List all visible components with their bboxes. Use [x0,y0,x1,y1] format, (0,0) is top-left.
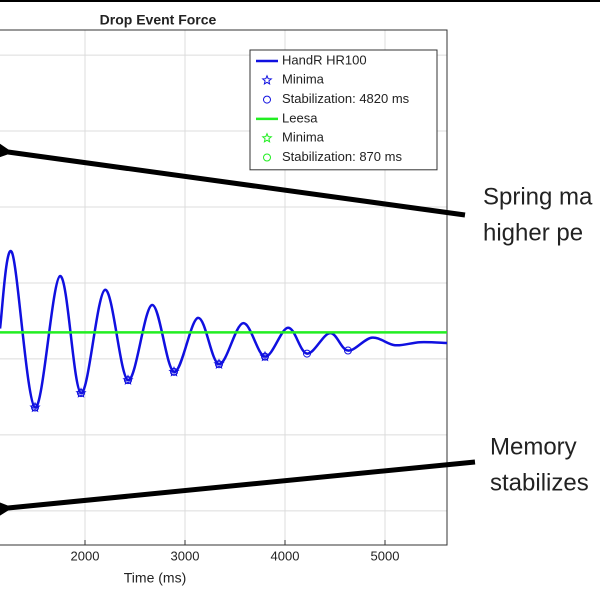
legend-label: Minima [282,130,325,145]
legend-label: Stabilization: 870 ms [282,149,402,164]
x-tick-label: 3000 [171,548,200,563]
annotation: Spring ma [483,183,593,210]
marker-circle [344,346,352,355]
legend-label: Minima [282,72,325,87]
annotation: Memory [490,433,577,460]
arrow [0,459,476,523]
annotation: stabilizes [490,469,589,496]
marker-circle [303,349,311,358]
marker-circle [124,376,132,385]
legend-star [261,74,273,85]
marker-circle [77,389,85,398]
marker-circle [261,352,269,361]
legend: HandR HR100 Minima Stabilization: 4820 ms L… [249,49,438,171]
marker-circle [170,367,178,376]
legend-star [261,132,273,143]
annotation: higher pe [483,219,583,246]
legend-box [249,49,438,171]
arrow [0,136,466,218]
chart-title: Drop Event Force [100,12,217,28]
axes-box [0,29,448,546]
x-tick-label: 4000 [271,548,300,563]
legend-label: HandR HR100 [282,52,367,67]
legend-circle [263,153,271,162]
legend-circle [263,95,271,104]
x-axis-label: Time (ms) [124,570,186,586]
x-tick-label: 5000 [371,548,400,563]
legend-label: Stabilization: 4820 ms [282,91,410,106]
marker-circle [31,403,39,412]
legend-label: Leesa [282,110,318,125]
x-tick-label: 2000 [71,548,100,563]
marker-circle [215,360,223,369]
